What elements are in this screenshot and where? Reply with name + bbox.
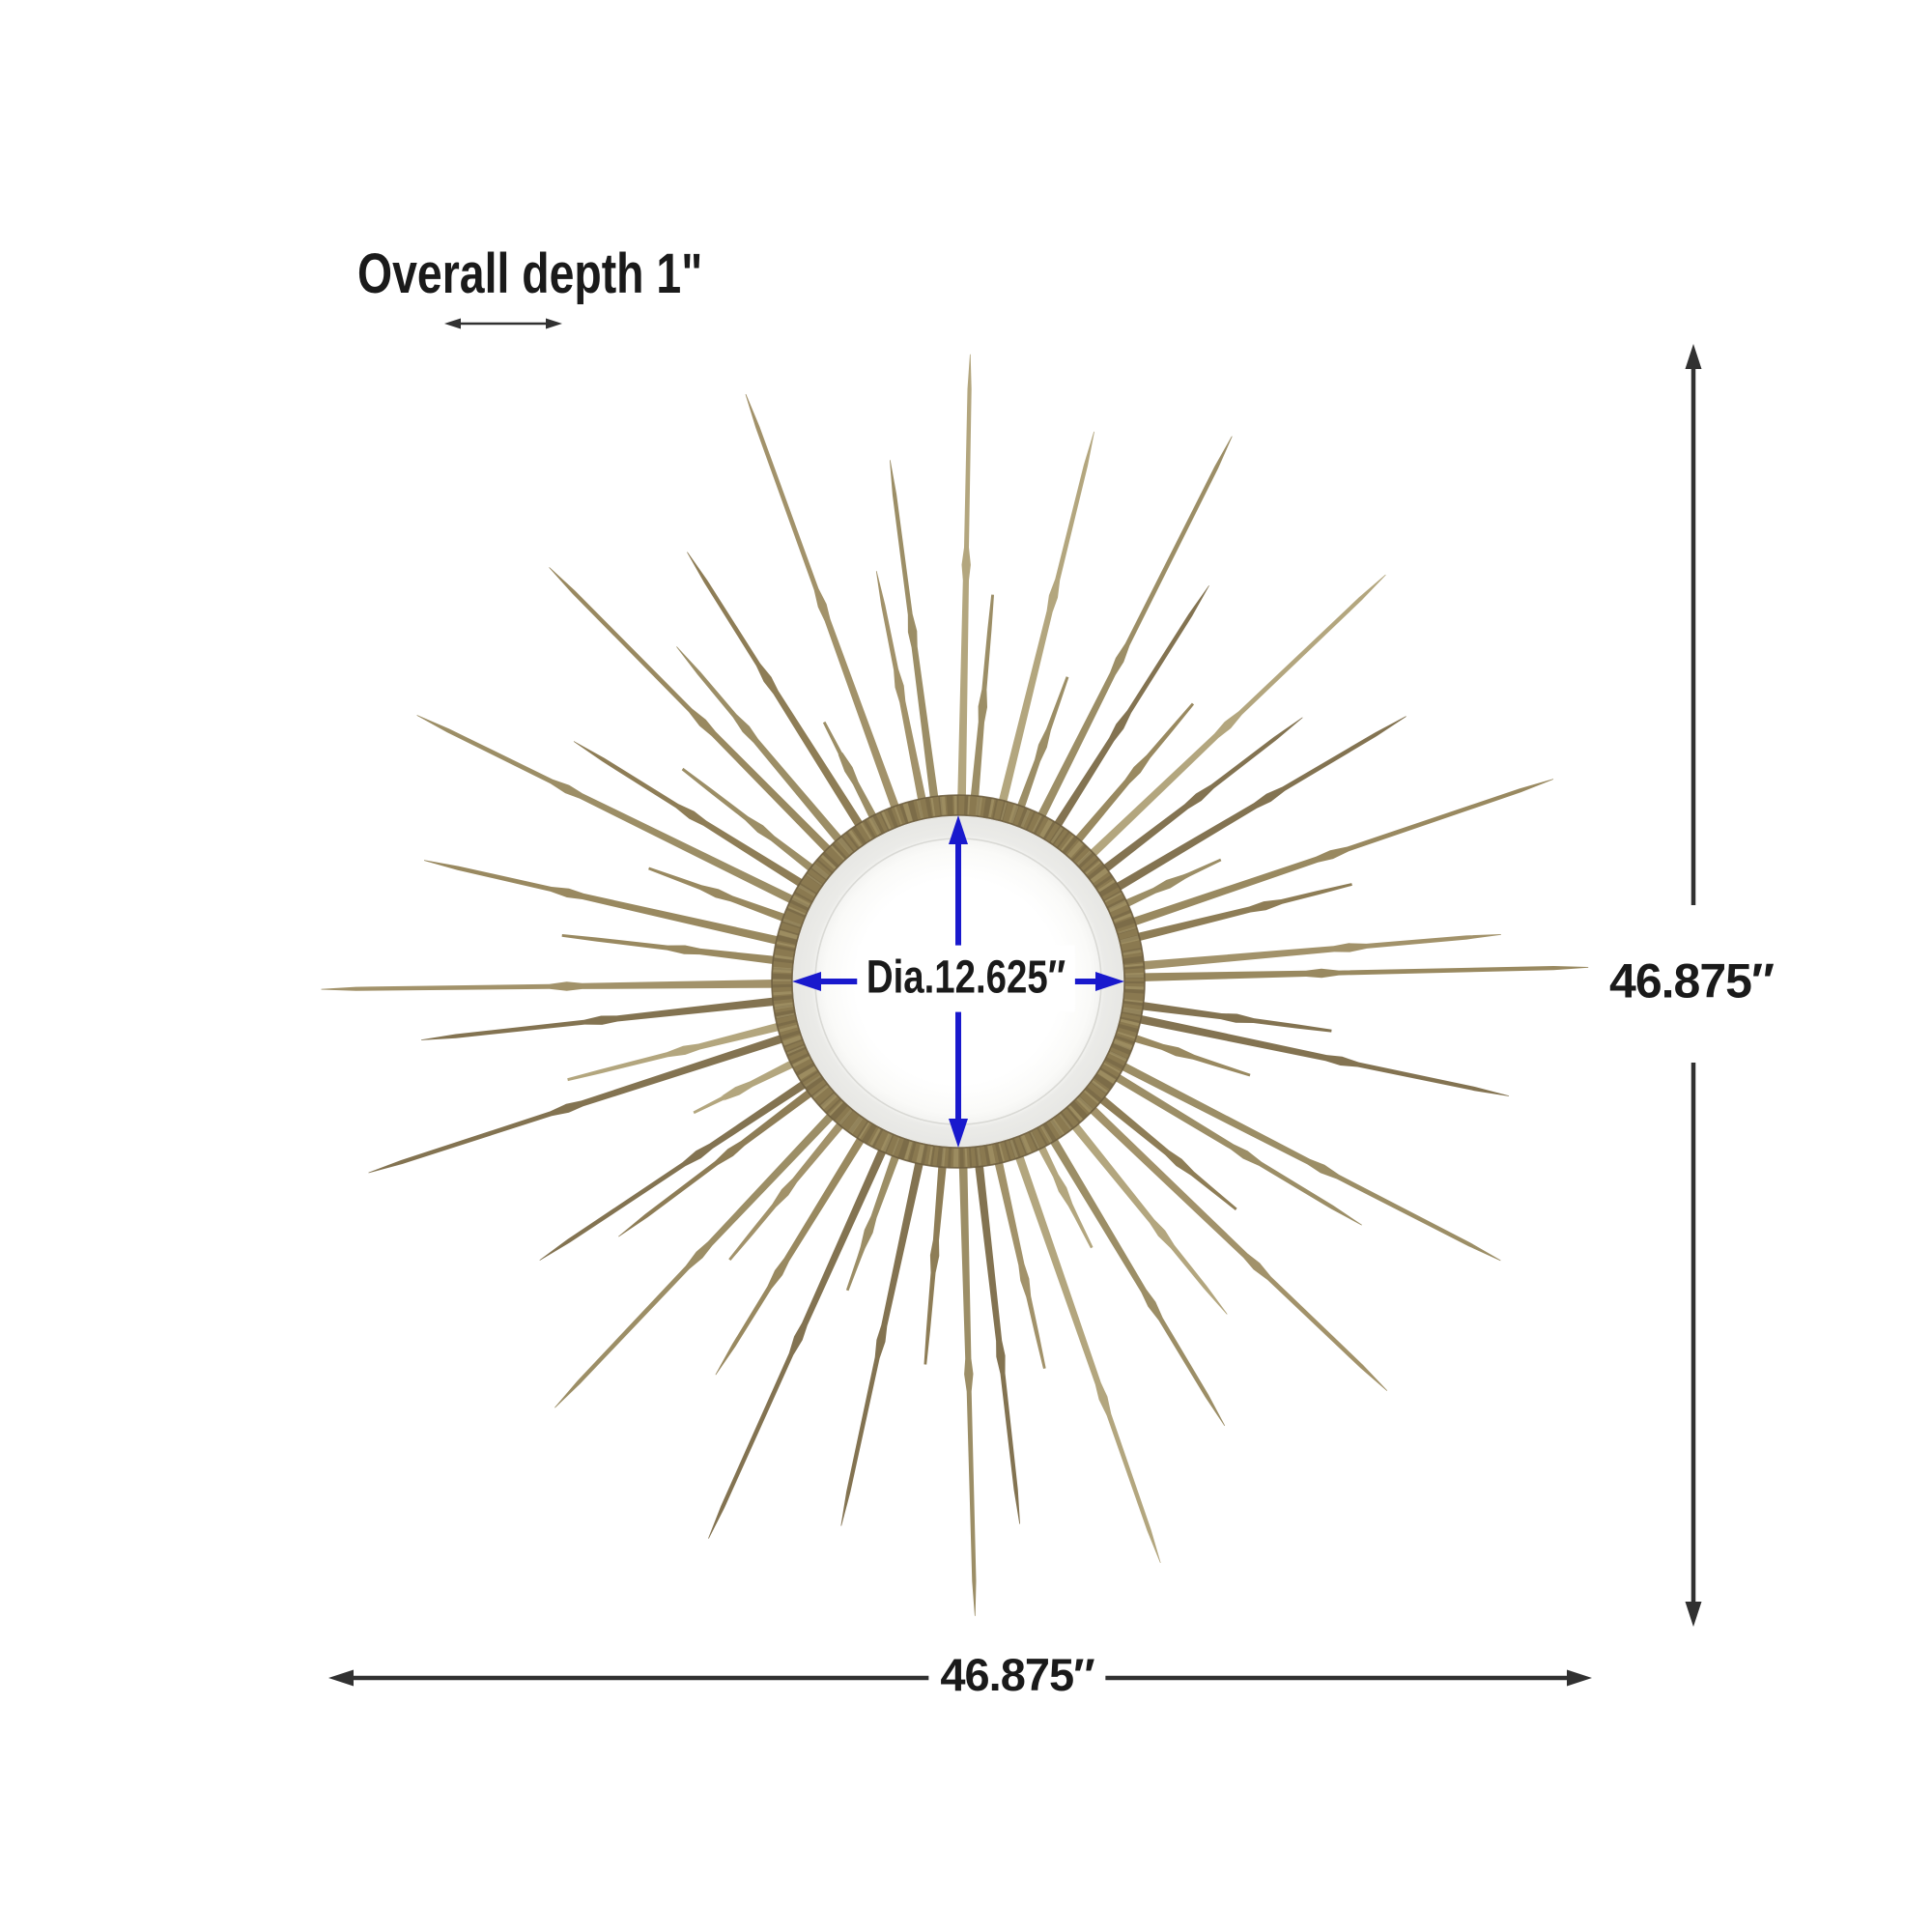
height-label: 46.875″ — [1609, 953, 1775, 1009]
mirror-spokes — [321, 354, 1589, 1616]
mirror-frame-ring — [771, 794, 1146, 1169]
diameter-label: Dia.12.625″ — [857, 945, 1075, 1012]
width-label: 46.875″ — [928, 1648, 1106, 1702]
overall-depth-label: Overall depth 1" — [357, 242, 703, 305]
